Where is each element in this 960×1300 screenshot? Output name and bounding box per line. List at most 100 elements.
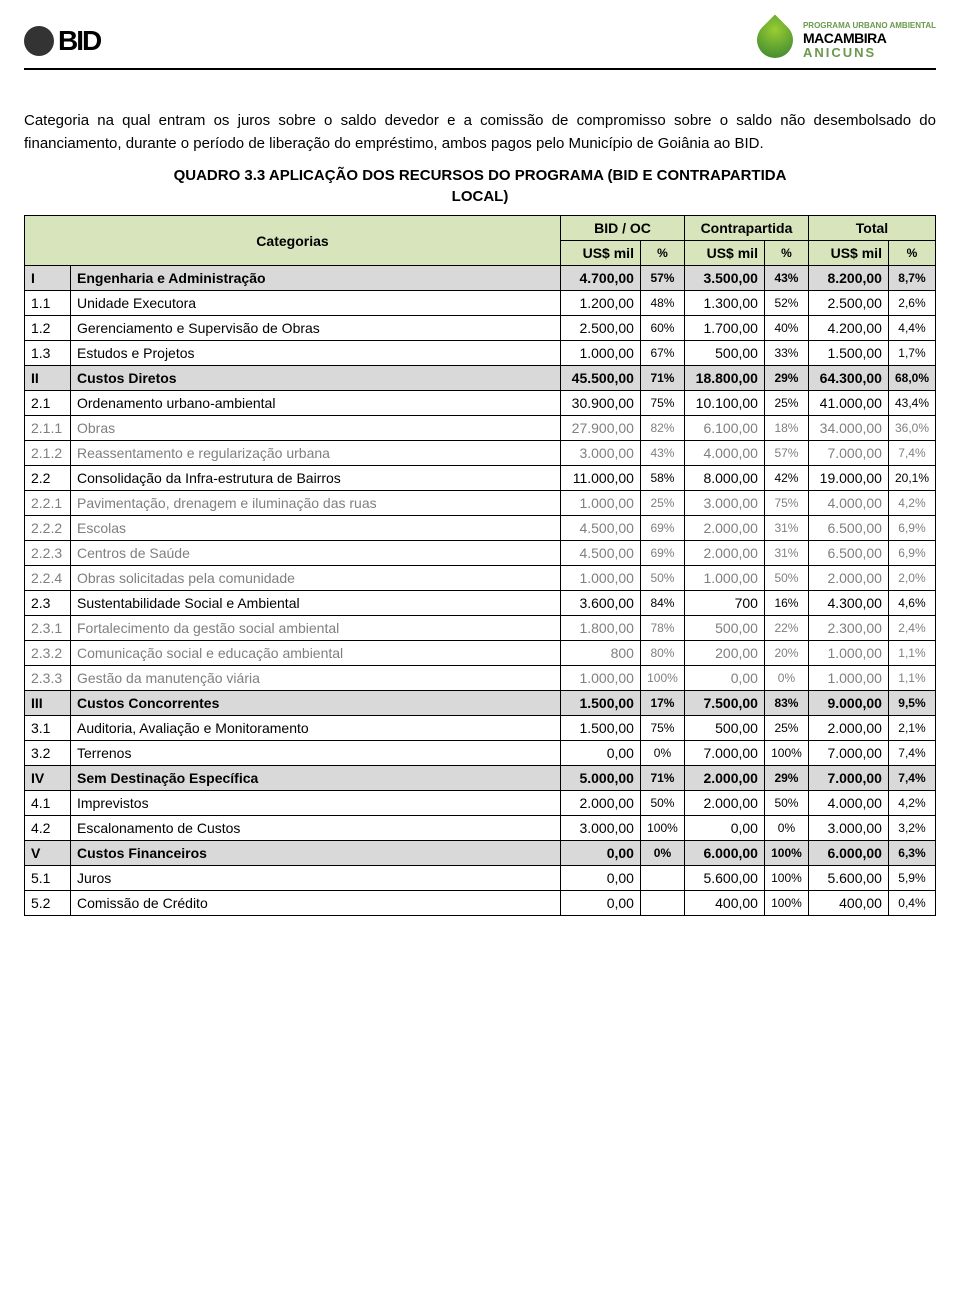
row-total-value: 1.000,00 — [808, 641, 888, 666]
row-contra-value: 18.800,00 — [684, 366, 764, 391]
row-total-value: 8.200,00 — [808, 266, 888, 291]
row-id: 4.2 — [25, 816, 71, 841]
row-id: 2.2.3 — [25, 541, 71, 566]
row-contra-value: 1.000,00 — [684, 566, 764, 591]
budget-table: Categorias BID / OC Contrapartida Total … — [24, 215, 936, 916]
row-contra-value: 700 — [684, 591, 764, 616]
row-total-pct: 6,9% — [888, 516, 935, 541]
table-row: 2.3.2Comunicação social e educação ambie… — [25, 641, 936, 666]
row-contra-pct: 0% — [764, 666, 808, 691]
intro-paragraph: Categoria na qual entram os juros sobre … — [24, 110, 936, 155]
row-category: Comunicação social e educação ambiental — [71, 641, 561, 666]
row-contra-value: 10.100,00 — [684, 391, 764, 416]
row-contra-value: 3.500,00 — [684, 266, 764, 291]
row-id: III — [25, 691, 71, 716]
table-row: IEngenharia e Administração4.700,0057%3.… — [25, 266, 936, 291]
row-id: II — [25, 366, 71, 391]
row-total-value: 2.000,00 — [808, 716, 888, 741]
row-bid-value: 0,00 — [560, 841, 640, 866]
table-row: IVSem Destinação Específica5.000,0071%2.… — [25, 766, 936, 791]
row-bid-pct — [640, 891, 684, 916]
row-category: Custos Financeiros — [71, 841, 561, 866]
row-bid-pct: 60% — [640, 316, 684, 341]
row-contra-value: 2.000,00 — [684, 766, 764, 791]
row-category: Centros de Saúde — [71, 541, 561, 566]
table-row: VCustos Financeiros0,000%6.000,00100%6.0… — [25, 841, 936, 866]
row-contra-pct: 42% — [764, 466, 808, 491]
row-bid-pct: 100% — [640, 816, 684, 841]
row-contra-pct: 83% — [764, 691, 808, 716]
row-total-value: 19.000,00 — [808, 466, 888, 491]
row-bid-pct: 71% — [640, 366, 684, 391]
row-bid-value: 3.600,00 — [560, 591, 640, 616]
row-contra-value: 500,00 — [684, 341, 764, 366]
row-total-pct: 2,4% — [888, 616, 935, 641]
row-id: 2.2.2 — [25, 516, 71, 541]
row-total-value: 4.200,00 — [808, 316, 888, 341]
bid-logo-text: BID — [58, 25, 100, 57]
row-category: Escolas — [71, 516, 561, 541]
row-total-value: 3.000,00 — [808, 816, 888, 841]
row-id: 2.2.4 — [25, 566, 71, 591]
row-id: 1.1 — [25, 291, 71, 316]
row-category: Unidade Executora — [71, 291, 561, 316]
row-id: 5.1 — [25, 866, 71, 891]
row-total-pct: 0,4% — [888, 891, 935, 916]
row-bid-value: 2.000,00 — [560, 791, 640, 816]
row-total-value: 2.500,00 — [808, 291, 888, 316]
col-total-pct: % — [888, 241, 935, 266]
row-total-value: 2.300,00 — [808, 616, 888, 641]
row-category: Obras solicitadas pela comunidade — [71, 566, 561, 591]
row-bid-pct: 58% — [640, 466, 684, 491]
row-bid-value: 1.200,00 — [560, 291, 640, 316]
row-total-value: 4.300,00 — [808, 591, 888, 616]
table-row: 2.1Ordenamento urbano-ambiental30.900,00… — [25, 391, 936, 416]
row-contra-value: 2.000,00 — [684, 516, 764, 541]
row-contra-value: 4.000,00 — [684, 441, 764, 466]
table-title: QUADRO 3.3 APLICAÇÃO DOS RECURSOS DO PRO… — [24, 165, 936, 207]
row-total-pct: 7,4% — [888, 741, 935, 766]
col-contrapartida: Contrapartida — [684, 216, 808, 241]
row-bid-pct: 75% — [640, 716, 684, 741]
row-bid-pct: 80% — [640, 641, 684, 666]
row-bid-pct: 71% — [640, 766, 684, 791]
row-total-value: 7.000,00 — [808, 441, 888, 466]
row-contra-value: 0,00 — [684, 816, 764, 841]
row-contra-pct: 52% — [764, 291, 808, 316]
row-category: Ordenamento urbano-ambiental — [71, 391, 561, 416]
row-total-value: 2.000,00 — [808, 566, 888, 591]
row-category: Sem Destinação Específica — [71, 766, 561, 791]
row-category: Escalonamento de Custos — [71, 816, 561, 841]
row-total-pct: 7,4% — [888, 441, 935, 466]
macambira-logo: PROGRAMA URBANO AMBIENTAL MACAMBIRA ANIC… — [753, 20, 936, 62]
row-bid-value: 1.000,00 — [560, 341, 640, 366]
row-bid-value: 0,00 — [560, 891, 640, 916]
row-id: V — [25, 841, 71, 866]
row-bid-value: 4.500,00 — [560, 541, 640, 566]
row-total-pct: 43,4% — [888, 391, 935, 416]
row-total-pct: 6,9% — [888, 541, 935, 566]
table-row: 2.2.1Pavimentação, drenagem e iluminação… — [25, 491, 936, 516]
row-total-value: 6.500,00 — [808, 541, 888, 566]
row-category: Sustentabilidade Social e Ambiental — [71, 591, 561, 616]
row-bid-value: 1.000,00 — [560, 491, 640, 516]
row-contra-pct: 100% — [764, 891, 808, 916]
row-id: 2.3.3 — [25, 666, 71, 691]
row-contra-pct: 33% — [764, 341, 808, 366]
row-total-pct: 7,4% — [888, 766, 935, 791]
row-contra-value: 7.500,00 — [684, 691, 764, 716]
row-category: Imprevistos — [71, 791, 561, 816]
row-total-pct: 2,1% — [888, 716, 935, 741]
row-total-pct: 8,7% — [888, 266, 935, 291]
table-row: IICustos Diretos45.500,0071%18.800,0029%… — [25, 366, 936, 391]
row-bid-value: 4.500,00 — [560, 516, 640, 541]
row-total-value: 7.000,00 — [808, 766, 888, 791]
row-contra-value: 3.000,00 — [684, 491, 764, 516]
row-total-value: 400,00 — [808, 891, 888, 916]
row-id: 2.3 — [25, 591, 71, 616]
row-category: Consolidação da Infra-estrutura de Bairr… — [71, 466, 561, 491]
table-row: 3.1Auditoria, Avaliação e Monitoramento1… — [25, 716, 936, 741]
row-contra-pct: 29% — [764, 366, 808, 391]
row-bid-value: 27.900,00 — [560, 416, 640, 441]
table-row: 2.2.2Escolas4.500,0069%2.000,0031%6.500,… — [25, 516, 936, 541]
